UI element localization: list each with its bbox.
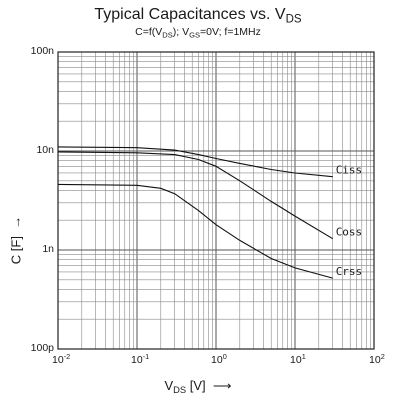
x-axis-label: VDS [V] ⟶ [0,378,396,394]
subtitle-part-2: ); V [172,26,190,38]
x-tick-base: 10 [131,354,143,366]
grid [57,52,374,350]
series-line-ciss [57,146,333,178]
y-axis-arrow: → [8,215,24,229]
series-label-coss: Coss [336,226,363,239]
x-tick-label: 10-1 [131,351,150,366]
chart-title: Typical Capacitances vs. VDS [0,6,396,26]
x-tick-base: 10 [52,354,64,366]
x-tick-exponent: -2 [63,351,71,361]
subtitle-sub-2: GS [189,30,200,40]
series-label-ciss: Ciss [336,164,363,177]
x-tick-label: 10-2 [52,351,71,366]
y-tick-label: 10n [36,144,54,156]
x-tick-base: 10 [369,354,381,366]
x-tick-exponent: -1 [142,351,150,361]
y-tick-label: 100n [30,45,54,57]
x-axis-label-unit: [V] [186,378,206,393]
chart-title-text: Typical Capacitances vs. V [94,6,286,23]
plot-frame [57,51,375,350]
x-tick-exponent: 2 [380,351,385,361]
x-axis-label-subscript: DS [173,384,187,395]
y-axis-label-text: C [F] [8,236,24,265]
series-label-crss: Crss [336,265,363,278]
subtitle-sub-1: DS [162,30,173,40]
x-axis-label-main: V [164,378,174,393]
x-tick-exponent: 0 [222,351,227,361]
chart-title-subscript: DS [285,13,302,26]
series-line-crss [57,183,333,279]
x-tick-base: 10 [211,354,223,366]
chart-subtitle: C=f(VDS); VGS=0V; f=1MHz [0,26,396,40]
x-tick-base: 10 [290,354,302,366]
x-tick-exponent: 1 [301,351,306,361]
y-axis-label: C [F] → [4,200,28,280]
subtitle-part-1: C=f(V [135,26,163,38]
y-tick-label: 100p [30,342,54,354]
x-axis-arrow: ⟶ [212,378,232,393]
x-tick-label: 101 [290,351,306,366]
subtitle-part-3: =0V; f=1MHz [199,26,261,38]
series-labels: Ciss Coss Crss [336,164,363,278]
series-lines [57,146,333,279]
x-tick-label: 100 [211,351,227,366]
x-tick-label: 102 [369,351,385,366]
series-line-coss [57,151,333,240]
y-tick-label: 1n [42,243,54,255]
